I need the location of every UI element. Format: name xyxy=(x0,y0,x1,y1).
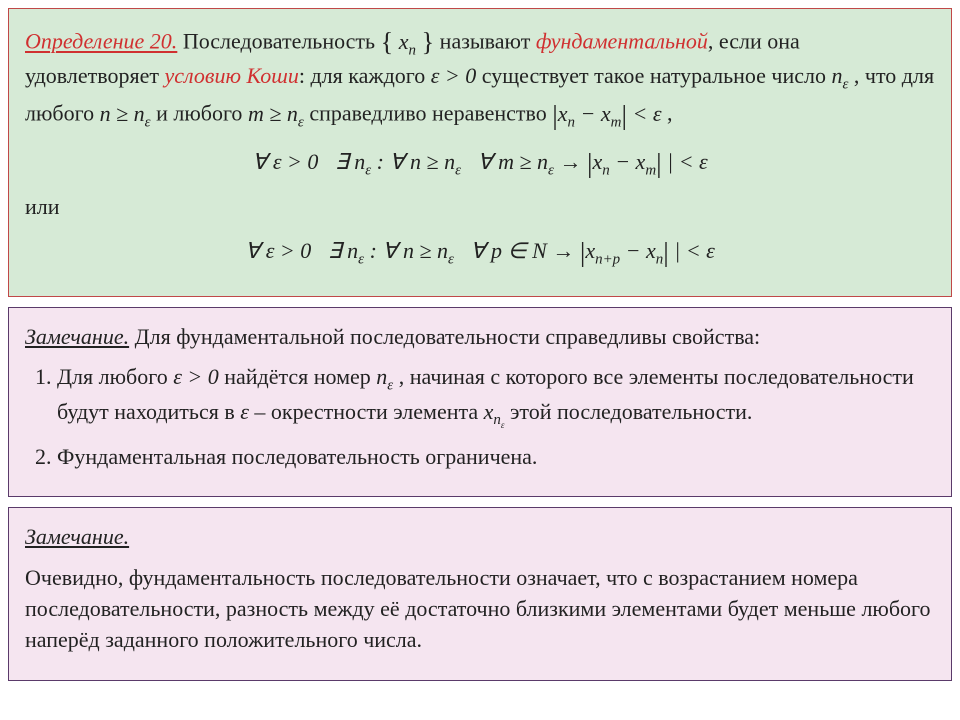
def-text-7: и любого xyxy=(151,101,248,126)
def-text-2: называют xyxy=(434,29,536,54)
f1-forall-m: ∀ m ≥ n xyxy=(478,149,549,174)
f1-xn-sub: n xyxy=(602,162,609,178)
definition-heading: Определение 20. xyxy=(25,29,177,54)
eps-gt-0-a: ε > 0 xyxy=(431,63,477,88)
f2-xnp-sub: n+p xyxy=(595,252,620,268)
r1i1-d: – окрестности элемента xyxy=(249,399,484,424)
r1i1-e: этой последовательности. xyxy=(504,399,752,424)
abs-xm: x xyxy=(601,101,611,126)
f1-n-sub: ε xyxy=(455,162,461,178)
r1i1-ne: nε xyxy=(376,364,393,389)
remark-1-item-2: Фундаментальная последовательность огран… xyxy=(57,442,935,473)
brace-left: { xyxy=(381,26,394,56)
f2-forall-p: ∀ p ∈ N xyxy=(470,238,546,263)
abs-minus: − xyxy=(575,101,601,126)
f1-ne-sub: ε xyxy=(365,162,371,178)
remark-1-box: Замечание. Для фундаментальной последова… xyxy=(8,307,952,498)
n-ge-ne-text: n ≥ n xyxy=(100,101,145,126)
def-text-1: Последовательность xyxy=(177,29,380,54)
r1i1-b: найдётся номер xyxy=(219,364,377,389)
f2-n-sub: ε xyxy=(448,252,454,268)
f1-minus: − x xyxy=(610,149,646,174)
r1i1-eps2: ε xyxy=(240,399,249,424)
n-eps-n: n xyxy=(832,63,843,88)
cauchy-word: условию Коши xyxy=(165,63,299,88)
r1i1-xne-sub-n: n xyxy=(493,412,500,428)
formula-2: ∀ ε > 0 ∃ nε : ∀ n ≥ nε ∀ p ∈ N → |xn+p … xyxy=(25,233,935,272)
m-ge-ne: m ≥ nε xyxy=(248,101,304,126)
f1-colon: : xyxy=(377,149,390,174)
remark-1-heading: Замечание. xyxy=(25,324,129,349)
def-comma: , xyxy=(667,101,673,126)
fundamental-word: фундаментальной xyxy=(536,29,708,54)
remark-1-list: Для любого ε > 0 найдётся номер nε , нач… xyxy=(25,362,935,472)
definition-paragraph: Определение 20. Последовательность { xn … xyxy=(25,23,935,134)
abs-xn: x xyxy=(558,101,568,126)
f2-colon: : xyxy=(370,238,383,263)
remark-1-intro-text: Для фундаментальной последовательности с… xyxy=(129,324,760,349)
f2-forall-n: ∀ n ≥ n xyxy=(382,238,448,263)
remark-2-box: Замечание. Очевидно, фундаментальность п… xyxy=(8,507,952,680)
f2-xnp: x xyxy=(585,238,595,263)
f1-m-sub: ε xyxy=(548,162,554,178)
f1-arrow: → xyxy=(559,149,587,174)
abs-xn-xm: |xn − xm| < ε xyxy=(552,101,667,126)
f2-minus: − x xyxy=(620,238,656,263)
f1-abs-r: | xyxy=(656,147,662,178)
remark-1-intro: Замечание. Для фундаментальной последова… xyxy=(25,322,935,353)
f2-arrow: → xyxy=(552,238,580,263)
n-eps: nε xyxy=(832,63,849,88)
f1-forall-n: ∀ n ≥ n xyxy=(389,149,455,174)
r1i1-a: Для любого xyxy=(57,364,173,389)
remark-2-body: Очевидно, фундаментальность последовател… xyxy=(25,563,935,655)
abs-xn-sub: n xyxy=(568,114,575,130)
f1-exists-ne: ∃ n xyxy=(335,149,365,174)
remark-2-heading: Замечание. xyxy=(25,524,129,549)
definition-box: Определение 20. Последовательность { xn … xyxy=(8,8,952,297)
sequence-xn: { xn } xyxy=(381,29,435,54)
seq-x: x xyxy=(399,29,409,54)
f1-forall-eps: ∀ ε > 0 xyxy=(252,149,318,174)
f1-end: | < ε xyxy=(667,149,708,174)
r1i1-ne-n: n xyxy=(376,364,387,389)
r1i1-xne-sub: nε xyxy=(493,412,504,428)
r1i1-eps: ε > 0 xyxy=(173,364,219,389)
f1-xm-sub: m xyxy=(645,162,656,178)
or-text: или xyxy=(25,192,935,223)
f2-exists-ne: ∃ n xyxy=(328,238,358,263)
n-ge-ne: n ≥ nε xyxy=(100,101,151,126)
def-text-5: существует такое натуральное число xyxy=(476,63,831,88)
f2-ne-sub: ε xyxy=(358,252,364,268)
r1i1-xne: xnε xyxy=(484,399,505,424)
abs-lt-eps: < ε xyxy=(627,101,667,126)
f2-forall-eps: ∀ ε > 0 xyxy=(245,238,311,263)
abs-xm-sub: m xyxy=(611,114,622,130)
remark-2-heading-p: Замечание. xyxy=(25,522,935,553)
f2-end: | < ε xyxy=(674,238,715,263)
remark-1-item-1: Для любого ε > 0 найдётся номер nε , нач… xyxy=(57,362,935,431)
def-text-8: справедливо неравенство xyxy=(304,101,552,126)
r1i1-xne-x: x xyxy=(484,399,494,424)
seq-x-sub: n xyxy=(409,42,416,58)
def-text-4: : для каждого xyxy=(299,63,431,88)
brace-right: } xyxy=(422,26,435,56)
f2-abs-r: | xyxy=(663,236,669,267)
f1-xn: x xyxy=(592,149,602,174)
m-ge-ne-text: m ≥ n xyxy=(248,101,298,126)
formula-1: ∀ ε > 0 ∃ nε : ∀ n ≥ nε ∀ m ≥ nε → |xn −… xyxy=(25,144,935,183)
